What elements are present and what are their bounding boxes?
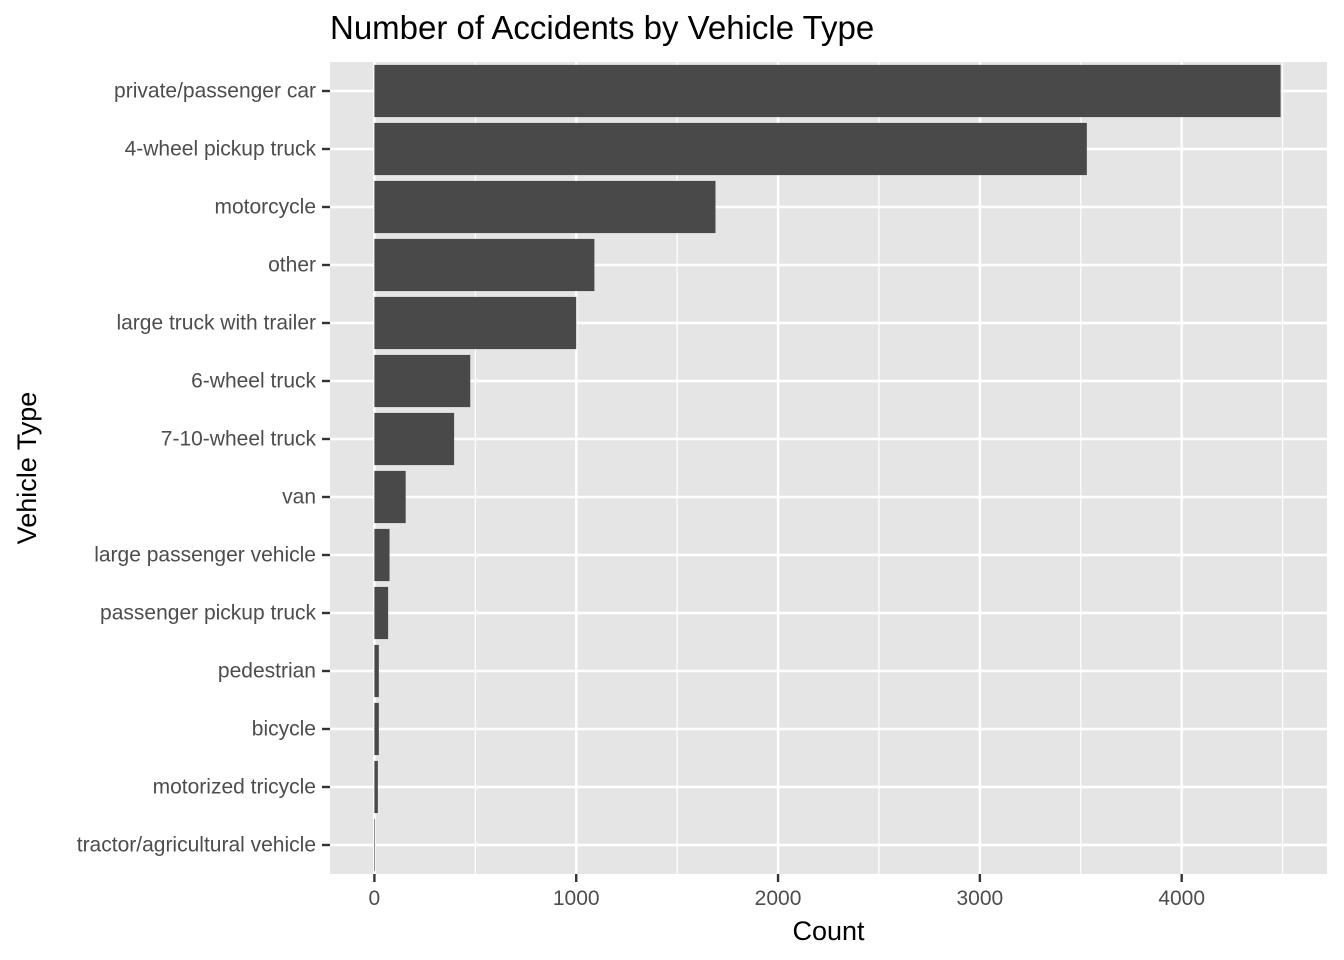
y-tick-label: 6-wheel truck bbox=[191, 370, 316, 393]
x-axis-title: Count bbox=[792, 916, 865, 946]
x-tick-label: 3000 bbox=[957, 887, 1004, 910]
bar bbox=[374, 818, 376, 872]
y-tick-label: tractor/agricultural vehicle bbox=[77, 834, 316, 857]
y-tick-label: van bbox=[282, 486, 316, 509]
bar bbox=[374, 122, 1087, 176]
y-tick-label: pedestrian bbox=[218, 660, 316, 683]
y-tick-label: motorcycle bbox=[214, 196, 316, 219]
bar bbox=[374, 64, 1281, 118]
bar bbox=[374, 354, 471, 408]
bars bbox=[374, 64, 1281, 872]
x-axis: 0 1000 2000 3000 4000 bbox=[369, 874, 1205, 910]
bar bbox=[374, 412, 455, 466]
y-tick-label: 7-10-wheel truck bbox=[161, 428, 317, 451]
x-tick-label: 0 bbox=[369, 887, 381, 910]
y-tick-label: bicycle bbox=[252, 718, 316, 741]
y-tick-label: large passenger vehicle bbox=[94, 544, 316, 567]
x-tick-label: 4000 bbox=[1158, 887, 1205, 910]
y-tick-label: 4-wheel pickup truck bbox=[125, 138, 317, 161]
bar bbox=[374, 702, 379, 756]
y-tick-label: motorized tricycle bbox=[153, 776, 316, 799]
y-axis: private/passenger car 4-wheel pickup truc… bbox=[77, 80, 330, 857]
chart-title: Number of Accidents by Vehicle Type bbox=[330, 9, 874, 46]
x-tick-label: 2000 bbox=[755, 887, 802, 910]
x-tick-label: 1000 bbox=[553, 887, 600, 910]
y-axis-title: Vehicle Type bbox=[12, 392, 42, 545]
bar bbox=[374, 586, 389, 640]
y-tick-label: other bbox=[268, 254, 316, 277]
bar bbox=[374, 644, 379, 698]
bar bbox=[374, 180, 716, 234]
bar bbox=[374, 238, 595, 292]
bar bbox=[374, 296, 577, 350]
bar bbox=[374, 470, 406, 524]
y-tick-label: private/passenger car bbox=[114, 80, 316, 103]
y-tick-label: passenger pickup truck bbox=[100, 602, 316, 625]
y-tick-label: large truck with trailer bbox=[116, 312, 316, 335]
bar bbox=[374, 760, 378, 814]
bar bbox=[374, 528, 390, 582]
